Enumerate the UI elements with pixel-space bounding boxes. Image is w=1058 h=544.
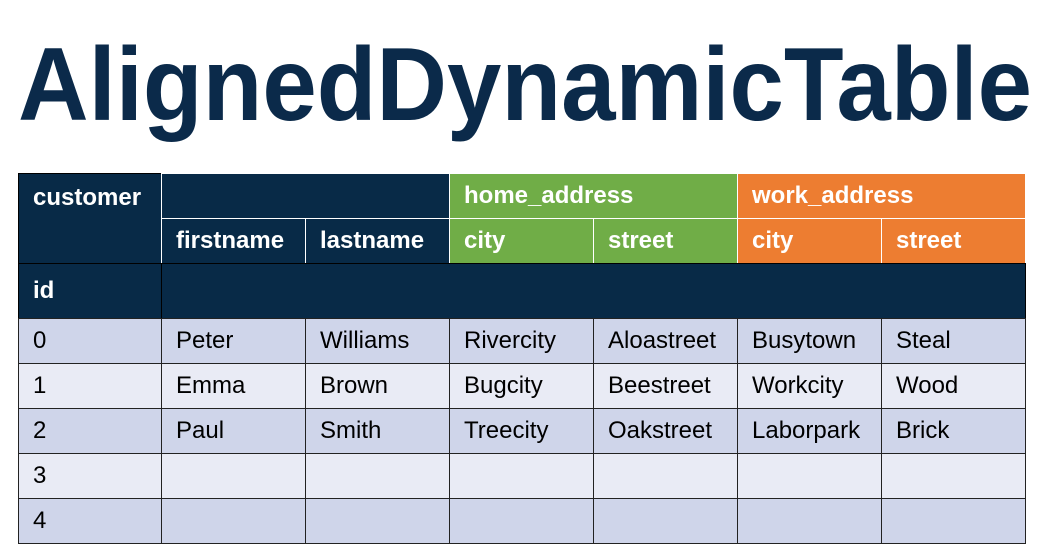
row-id: 0	[18, 318, 162, 364]
index-blank	[161, 263, 1026, 319]
table-cell: Williams	[305, 318, 450, 364]
row-id: 2	[18, 408, 162, 454]
table-cell	[305, 453, 450, 499]
header-blank	[161, 173, 450, 219]
column-header: city	[737, 218, 882, 264]
table-cell: Paul	[161, 408, 306, 454]
table-cell	[593, 498, 738, 544]
table-cell: Beestreet	[593, 363, 738, 409]
table-cell	[449, 453, 594, 499]
row-id: 4	[18, 498, 162, 544]
table-cell	[161, 453, 306, 499]
table-cell: Workcity	[737, 363, 882, 409]
table-cell: Brown	[305, 363, 450, 409]
table-cell: Aloastreet	[593, 318, 738, 364]
index-label: customer	[18, 173, 162, 264]
column-header: city	[449, 218, 594, 264]
column-header: firstname	[161, 218, 306, 264]
group-header: work_address	[737, 173, 1026, 219]
table-cell: Emma	[161, 363, 306, 409]
table-cell	[881, 498, 1026, 544]
table-cell	[305, 498, 450, 544]
title-area: AlignedDynamicTable	[18, 27, 1032, 143]
table-cell: Bugcity	[449, 363, 594, 409]
table-cell: Steal	[881, 318, 1026, 364]
table-cell: Smith	[305, 408, 450, 454]
column-header: lastname	[305, 218, 450, 264]
group-header: home_address	[449, 173, 738, 219]
table-cell: Busytown	[737, 318, 882, 364]
table-cell	[449, 498, 594, 544]
row-id: 1	[18, 363, 162, 409]
column-header: street	[881, 218, 1026, 264]
table-cell: Oakstreet	[593, 408, 738, 454]
table-cell	[737, 453, 882, 499]
table-cell: Brick	[881, 408, 1026, 454]
table-cell	[737, 498, 882, 544]
table-cell: Treecity	[449, 408, 594, 454]
table-cell	[881, 453, 1026, 499]
table-cell	[161, 498, 306, 544]
table-cell	[593, 453, 738, 499]
table-cell: Laborpark	[737, 408, 882, 454]
column-header: street	[593, 218, 738, 264]
index-name: id	[18, 263, 162, 319]
table-cell: Peter	[161, 318, 306, 364]
title: AlignedDynamicTable	[18, 27, 1032, 143]
row-id: 3	[18, 453, 162, 499]
table-cell: Rivercity	[449, 318, 594, 364]
table-cell: Wood	[881, 363, 1026, 409]
